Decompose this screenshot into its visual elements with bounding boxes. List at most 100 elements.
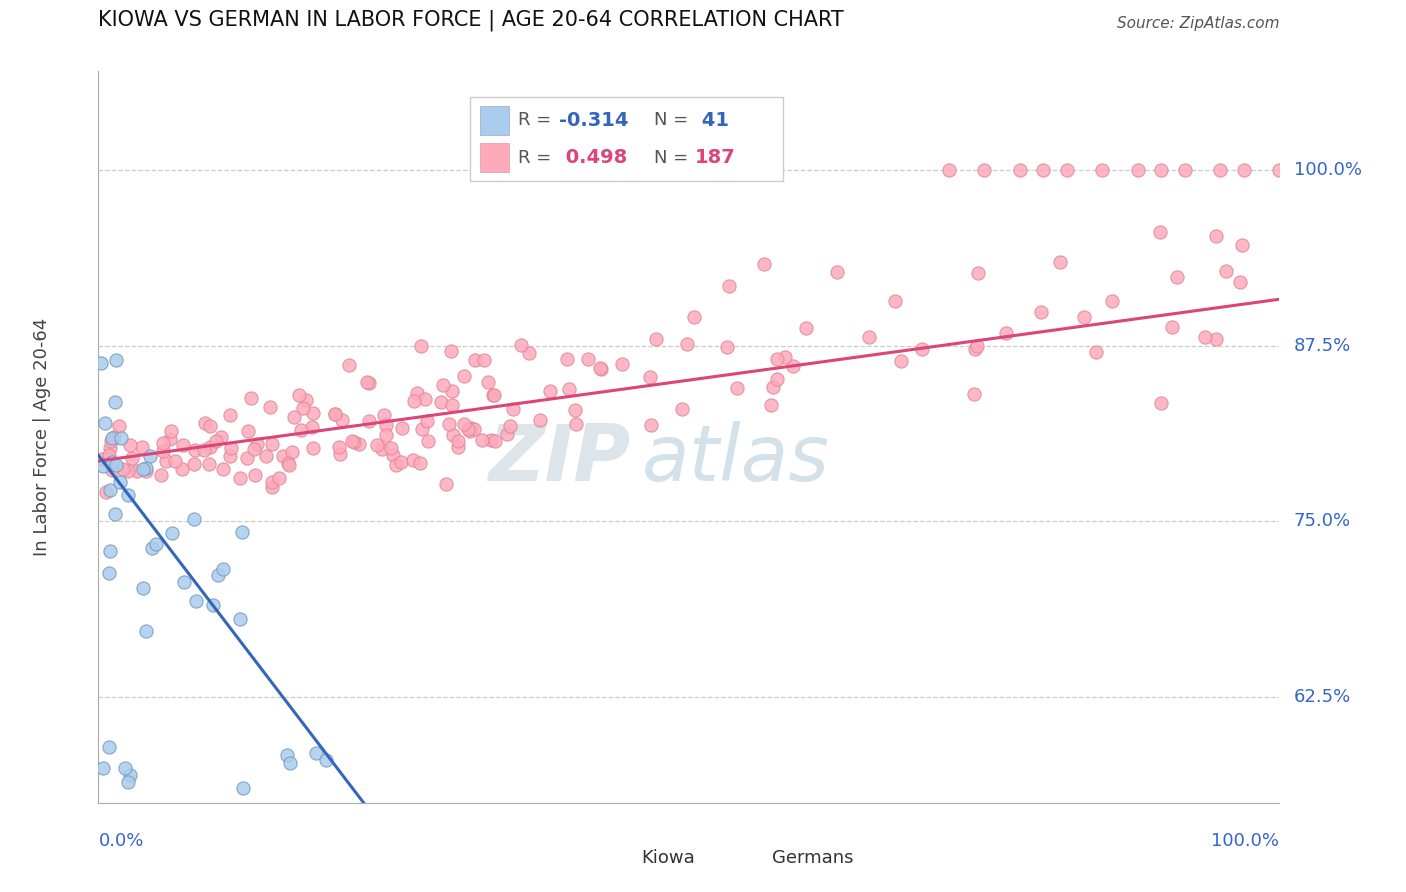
- Point: [246, 437, 269, 451]
- Point: [91, 451, 114, 466]
- Point: [232, 781, 254, 796]
- Point: [259, 401, 281, 415]
- Text: 87.5%: 87.5%: [1294, 336, 1351, 355]
- Point: [472, 353, 495, 368]
- Point: [159, 432, 181, 446]
- Point: [440, 343, 463, 358]
- Point: [762, 380, 785, 394]
- Point: [104, 353, 127, 368]
- Point: [301, 419, 323, 434]
- Point: [184, 593, 207, 607]
- Point: [159, 424, 181, 438]
- Point: [1032, 162, 1054, 177]
- Point: [375, 417, 398, 432]
- Point: [457, 422, 479, 436]
- Point: [911, 342, 934, 356]
- Point: [766, 372, 789, 386]
- FancyBboxPatch shape: [606, 846, 633, 870]
- Point: [517, 346, 540, 360]
- Point: [103, 429, 125, 443]
- Point: [152, 443, 174, 458]
- Point: [172, 462, 194, 476]
- Point: [640, 417, 662, 432]
- Point: [1230, 238, 1253, 252]
- Point: [464, 352, 486, 367]
- Point: [441, 398, 464, 412]
- Point: [200, 440, 222, 454]
- Point: [357, 376, 380, 390]
- Point: [402, 453, 425, 467]
- Point: [1233, 162, 1256, 177]
- FancyBboxPatch shape: [479, 106, 509, 135]
- Text: R =: R =: [517, 149, 557, 167]
- Point: [100, 463, 122, 477]
- Point: [589, 360, 612, 375]
- Point: [482, 388, 505, 402]
- Point: [675, 336, 697, 351]
- Point: [100, 434, 122, 448]
- Point: [373, 408, 395, 422]
- Text: ZIP: ZIP: [488, 421, 630, 497]
- Point: [100, 442, 122, 456]
- Point: [432, 378, 454, 392]
- Point: [112, 461, 135, 475]
- Point: [366, 438, 388, 452]
- Point: [1056, 162, 1078, 177]
- Point: [183, 457, 205, 471]
- Point: [441, 428, 464, 442]
- Point: [145, 537, 167, 551]
- Point: [564, 417, 586, 431]
- Point: [965, 342, 987, 356]
- Point: [135, 464, 157, 478]
- Point: [471, 433, 494, 447]
- Point: [98, 739, 121, 754]
- Point: [382, 449, 405, 463]
- Point: [752, 257, 775, 271]
- Point: [1091, 162, 1114, 177]
- Point: [404, 394, 426, 409]
- Point: [447, 434, 470, 448]
- Point: [163, 454, 186, 468]
- Point: [557, 352, 579, 367]
- Point: [131, 462, 153, 476]
- Point: [1085, 344, 1108, 359]
- Point: [716, 340, 738, 354]
- Point: [612, 357, 634, 371]
- Point: [236, 424, 259, 438]
- Point: [343, 434, 366, 449]
- Point: [104, 395, 127, 409]
- Point: [827, 265, 849, 279]
- Point: [121, 450, 143, 465]
- Point: [105, 458, 128, 472]
- Point: [141, 541, 163, 555]
- Point: [759, 398, 782, 412]
- Point: [198, 457, 221, 471]
- Point: [463, 422, 485, 436]
- Point: [1174, 162, 1197, 177]
- Text: N =: N =: [654, 149, 693, 167]
- Point: [963, 387, 986, 401]
- FancyBboxPatch shape: [737, 846, 762, 870]
- Point: [260, 475, 283, 490]
- Text: -0.314: -0.314: [560, 111, 628, 130]
- Point: [117, 487, 139, 501]
- Point: [114, 761, 136, 775]
- Point: [359, 414, 381, 428]
- Point: [773, 350, 796, 364]
- Point: [1150, 395, 1173, 409]
- Point: [725, 381, 748, 395]
- Text: 187: 187: [695, 148, 735, 167]
- Point: [973, 162, 995, 177]
- Point: [437, 417, 460, 432]
- Text: R =: R =: [517, 112, 557, 129]
- Point: [453, 369, 475, 384]
- Point: [127, 464, 149, 478]
- Point: [1029, 305, 1052, 319]
- Text: In Labor Force | Age 20-64: In Labor Force | Age 20-64: [32, 318, 51, 557]
- Point: [329, 447, 352, 461]
- Point: [1073, 310, 1095, 324]
- Point: [276, 748, 298, 763]
- Point: [160, 526, 183, 541]
- Point: [858, 330, 880, 344]
- Point: [884, 294, 907, 309]
